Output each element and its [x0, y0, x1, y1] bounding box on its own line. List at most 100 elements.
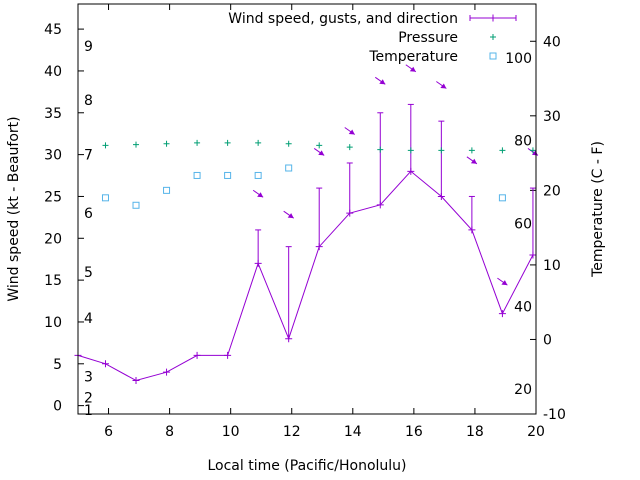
x-axis-label: Local time (Pacific/Honolulu)	[207, 458, 406, 474]
fahrenheit-label: 100	[505, 51, 532, 67]
legend-swatch-temperature	[489, 52, 497, 60]
legend-label-temperature: Temperature	[368, 49, 458, 65]
pressure-point	[133, 141, 140, 148]
beaufort-label: 7	[84, 148, 93, 164]
direction-arrow-head	[501, 280, 508, 286]
fahrenheit-label: 20	[514, 382, 532, 398]
wind-point	[376, 201, 384, 209]
wind-point	[315, 243, 323, 251]
legend-swatch-pressure	[490, 34, 496, 40]
pressure-point	[407, 147, 414, 154]
wind-point	[285, 335, 293, 343]
y2-tick-label: 40	[543, 34, 561, 50]
plot-frame	[77, 3, 537, 415]
pressure-point	[377, 146, 384, 153]
beaufort-label: 2	[84, 390, 93, 406]
wind-speed-line	[77, 170, 534, 382]
beaufort-label: 9	[84, 39, 93, 55]
fahrenheit-label: 80	[514, 134, 532, 150]
wind-point	[224, 351, 232, 359]
temperature-point	[101, 194, 109, 202]
direction-arrow-head	[379, 79, 386, 85]
wind-point	[163, 368, 171, 376]
temperature-point	[163, 186, 171, 194]
direction-arrow-head	[470, 158, 477, 164]
pressure-point	[102, 142, 109, 149]
x-tick-label: 16	[405, 424, 423, 440]
legend-label-pressure: Pressure	[398, 30, 458, 46]
y2-tick-label: 20	[543, 183, 561, 199]
fahrenheit-label: 40	[514, 299, 532, 315]
direction-arrow-head	[409, 66, 416, 72]
temperature-point	[193, 171, 201, 179]
pressure-point	[285, 140, 292, 147]
y-axis-label: Wind speed (kt - Beaufort)	[6, 116, 22, 301]
direction-arrow-head	[318, 150, 325, 156]
beaufort-label: 3	[84, 369, 93, 385]
x-tick-label: 14	[344, 424, 362, 440]
beaufort-label: 4	[84, 311, 93, 327]
legend-label-wind: Wind speed, gusts, and direction	[228, 11, 458, 27]
pressure-point	[438, 147, 445, 154]
y-tick-label: 15	[44, 273, 62, 289]
direction-arrow-head	[257, 192, 264, 198]
wind-point	[193, 351, 201, 359]
pressure-point	[316, 142, 323, 149]
x-tick-label: 8	[165, 424, 174, 440]
wind-point	[437, 192, 445, 200]
pressure-point	[163, 140, 170, 147]
y-tick-label: 25	[44, 189, 62, 205]
y-tick-label: 5	[53, 357, 62, 373]
wind-point	[407, 167, 415, 175]
y-tick-label: 10	[44, 315, 62, 331]
y-tick-label: 30	[44, 148, 62, 164]
wind-point	[346, 209, 354, 217]
pressure-point	[499, 147, 506, 154]
wind-point	[498, 310, 506, 318]
wind-point	[101, 360, 109, 368]
pressure-point	[346, 144, 353, 151]
axes: 6 8 10 12 14 16 18 20051015202530354045-1001020…	[44, 4, 566, 440]
y-tick-label: 35	[44, 106, 62, 122]
y2-tick-label: 10	[543, 258, 561, 274]
legend: Wind speed, gusts, and direction Pressure…	[228, 11, 517, 65]
beaufort-label: 8	[84, 93, 93, 109]
wind-point	[468, 226, 476, 234]
y-tick-label: 40	[44, 64, 62, 80]
beaufort-label: 1	[84, 403, 93, 419]
pressure-point	[468, 147, 475, 154]
temperature-point	[132, 201, 140, 209]
y2-axis-label: Temperature (C - F)	[590, 141, 606, 278]
direction-arrow-head	[348, 129, 355, 135]
y2-tick-label: -10	[543, 407, 566, 423]
pressure-point	[529, 147, 536, 154]
x-tick-label: 18	[466, 424, 484, 440]
wind-point	[132, 377, 140, 385]
temperature-point	[224, 171, 232, 179]
pressure-point	[194, 139, 201, 146]
wind-point	[529, 251, 537, 259]
temperature-point	[285, 164, 293, 172]
x-tick-label: 10	[222, 424, 240, 440]
wind-point	[254, 259, 262, 267]
x-tick-label: 12	[283, 424, 301, 440]
fahrenheit-label: 60	[514, 216, 532, 232]
pressure-point	[224, 139, 231, 146]
y-tick-label: 45	[44, 22, 62, 38]
beaufort-label: 6	[84, 206, 93, 222]
direction-arrow-head	[287, 213, 294, 219]
y-tick-label: 0	[53, 399, 62, 415]
series-layer	[74, 64, 539, 385]
temperature-point	[498, 194, 506, 202]
x-tick-label: 6	[104, 424, 113, 440]
pressure-point	[255, 139, 262, 146]
y-tick-label: 20	[44, 231, 62, 247]
y2-tick-label: 30	[543, 109, 561, 125]
legend-swatch-wind-point	[489, 14, 497, 22]
x-tick-label: 20	[527, 424, 545, 440]
beaufort-label: 5	[84, 265, 93, 281]
temperature-point	[254, 171, 262, 179]
direction-arrow-head	[440, 83, 447, 89]
y2-tick-label: 0	[543, 332, 552, 348]
